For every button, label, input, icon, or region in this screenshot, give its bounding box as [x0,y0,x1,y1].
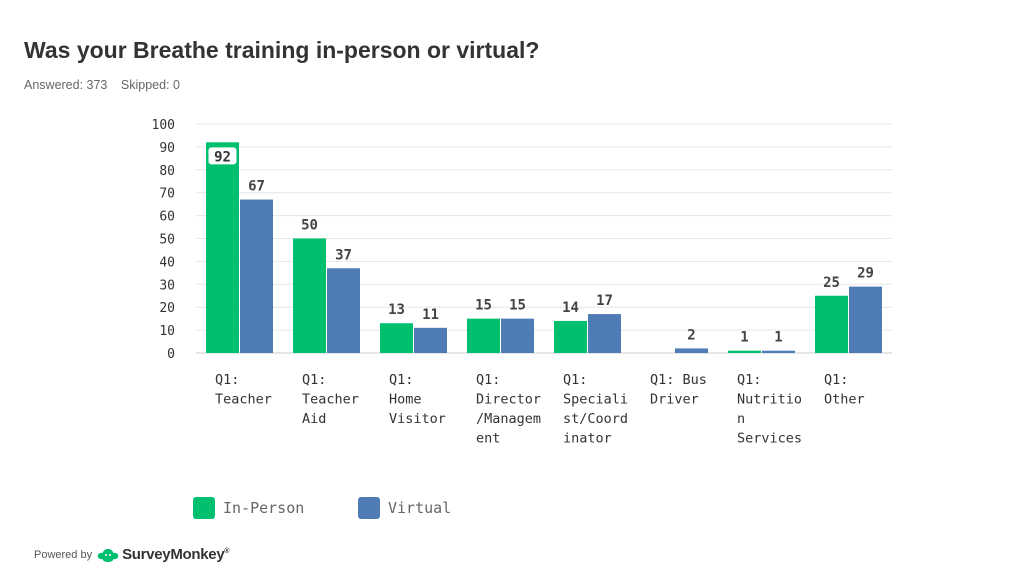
page-title: Was your Breathe training in-person or v… [24,37,540,63]
trademark-symbol: ® [224,548,230,555]
x-category-label: Q1: [563,372,587,388]
x-category-label: Home [389,392,422,408]
x-category-label: Teacher [215,392,272,408]
powered-by-text: Powered by [34,548,93,561]
x-category-label: ent [476,431,500,447]
data-label: 15 [509,298,526,314]
data-label: 29 [857,266,874,282]
data-label-bg [208,147,237,165]
legend-label-virtual: Virtual [388,499,452,517]
legend-label-in-person: In-Person [223,499,305,517]
x-category-label: st/Coord [563,411,628,427]
y-tick-label: 30 [159,278,175,293]
data-label: 25 [823,275,840,291]
legend-item-in-person[interactable]: In-Person [193,497,304,519]
x-category-label: Director [476,392,541,408]
answered-count: Answered: 373 [24,78,108,92]
data-label: 92 [214,149,231,165]
x-category-label: Aid [302,411,326,427]
x-category-label: /Managem [476,411,541,427]
x-category-label: inator [563,431,612,447]
y-tick-label: 0 [167,347,175,362]
bar-chart: 0 10 20 30 40 50 60 70 80 90 100 92 67 Q1: Teacher 50 37… [152,118,892,447]
x-category-label: Q1: [215,372,239,388]
x-category-label: Driver [650,392,699,408]
powered-by-surveymonkey[interactable]: Powered by SurveyMonkey® [34,546,230,563]
x-category-label: Q1: [476,372,500,388]
legend-swatch-virtual [358,497,380,519]
y-tick-label: 50 [159,233,175,248]
x-category-label: Services [737,431,802,447]
x-category-label: Speciali [563,392,628,408]
bar-virtual [588,314,621,353]
data-label: 37 [335,247,352,263]
bar-in-person [380,323,413,353]
data-label: 13 [388,302,405,318]
x-category-label: Nutritio [737,392,802,408]
x-category-label: Q1: [737,372,761,388]
surveymonkey-logo-icon [97,548,119,562]
bar-in-person [815,295,848,353]
bar-in-person [467,318,500,353]
y-tick-label: 100 [152,118,175,133]
bar-virtual [327,268,360,353]
surveymonkey-brand: SurveyMonkey® [122,546,230,563]
x-category-label: Q1: Bus [650,372,707,388]
x-category-label: Q1: [389,372,413,388]
y-tick-label: 60 [159,210,175,225]
data-label: 11 [422,307,439,323]
data-label: 14 [562,300,579,316]
x-category-label: Other [824,392,865,408]
bar-in-person [554,320,587,353]
response-stats: Answered: 373 Skipped: 0 [24,78,190,92]
y-tick-label: 20 [159,301,175,316]
data-label: 50 [301,218,318,234]
y-tick-label: 80 [159,164,175,179]
data-label: 2 [687,327,695,343]
bar-in-person [206,142,239,353]
data-label: 67 [248,179,265,195]
y-tick-label: 70 [159,187,175,202]
bar-virtual [675,348,708,353]
data-label: 17 [596,293,613,309]
data-label: 15 [475,298,492,314]
x-category-label: Q1: [824,372,848,388]
bar-virtual [414,327,447,353]
bar-virtual [849,286,882,353]
data-label: 1 [774,330,782,346]
y-tick-label: 40 [159,255,175,270]
bar-virtual [762,350,795,353]
bar-virtual [240,199,273,353]
y-tick-label: 10 [159,324,175,339]
x-category-label: Teacher [302,392,359,408]
x-category-label: Visitor [389,411,446,427]
x-category-label: n [737,411,745,427]
bar-in-person [728,350,761,353]
y-tick-label: 90 [159,141,175,156]
bar-virtual [501,318,534,353]
legend-item-virtual[interactable]: Virtual [358,497,451,519]
bar-in-person [293,238,326,353]
x-category-label: Q1: [302,372,326,388]
skipped-count: Skipped: 0 [120,78,180,92]
data-label: 1 [740,330,748,346]
legend-swatch-in-person [193,497,215,519]
